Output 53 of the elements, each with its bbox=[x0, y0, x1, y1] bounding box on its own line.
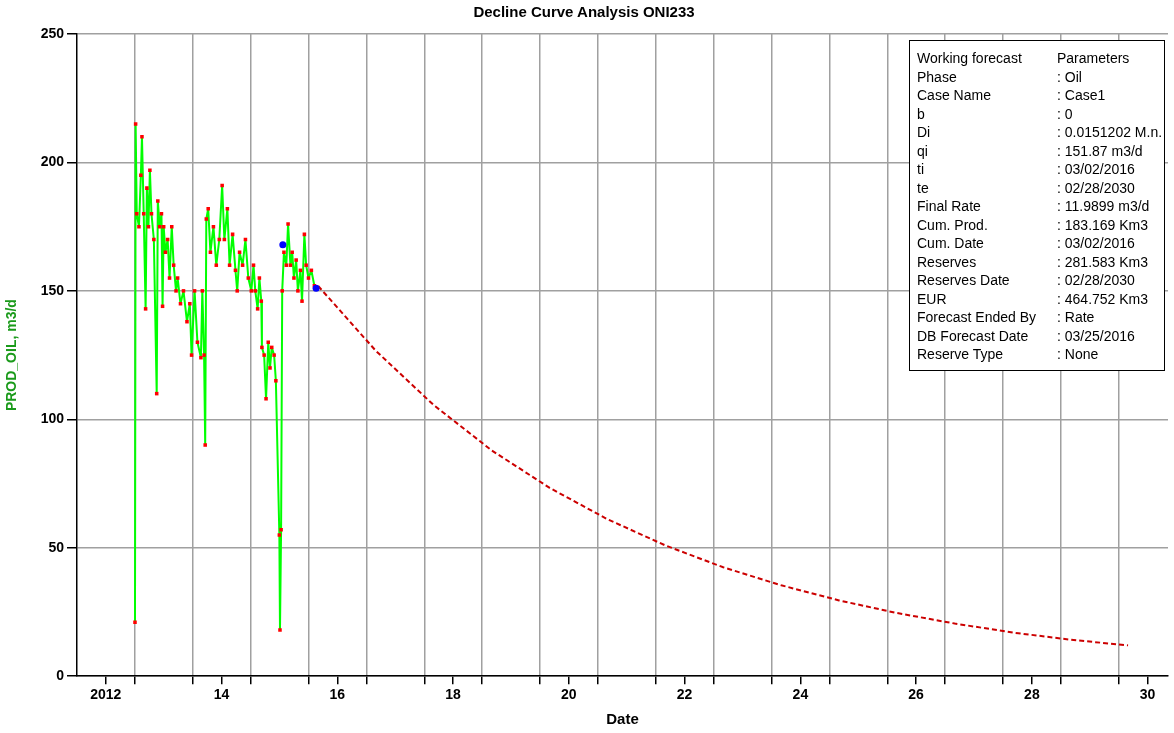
annotation: : Rate bbox=[1057, 308, 1095, 327]
y-tick-label: 250 bbox=[40, 24, 65, 41]
annotation: Di bbox=[917, 123, 932, 142]
annotation: Cum. Prod. bbox=[917, 215, 989, 234]
y-tick-label: 50 bbox=[48, 538, 65, 555]
annotation: DB Forecast Date bbox=[917, 326, 1030, 345]
y-axis-title: PROD_OIL, m3/d bbox=[3, 299, 20, 412]
annotation: : 11.9899 m3/d bbox=[1057, 197, 1150, 216]
y-tick-label: 0 bbox=[56, 667, 65, 684]
chart-title: Decline Curve Analysis ONI233 bbox=[473, 3, 695, 21]
annotation: te bbox=[917, 178, 930, 197]
annotation: : 0 bbox=[1057, 104, 1073, 123]
annotation: : 02/28/2030 bbox=[1057, 178, 1135, 197]
annotation: : 0.0151202 M.n. bbox=[1057, 123, 1163, 142]
annotation: : 151.87 m3/d bbox=[1057, 141, 1143, 160]
annotation: : 281.583 Km3 bbox=[1057, 252, 1149, 271]
annotation: : 183.169 Km3 bbox=[1057, 215, 1149, 234]
annotation: Reserves Date bbox=[917, 271, 1011, 290]
annotation: Forecast Ended By bbox=[917, 308, 1038, 327]
annotation: : 03/02/2016 bbox=[1057, 160, 1135, 179]
x-tick-label: 2012 bbox=[90, 686, 122, 703]
annotation: EUR bbox=[917, 289, 948, 308]
x-axis-title: Date bbox=[606, 710, 639, 728]
x-tick-label: 22 bbox=[676, 686, 693, 703]
annotation: : Oil bbox=[1057, 67, 1082, 86]
annotation: : Case1 bbox=[1057, 86, 1106, 105]
annotation: Cum. Date bbox=[917, 234, 985, 253]
x-tick-label: 28 bbox=[1024, 686, 1040, 703]
annotation: Reserve Type bbox=[917, 345, 1005, 364]
y-tick-label: 100 bbox=[40, 410, 65, 427]
annotation: : 02/28/2030 bbox=[1057, 271, 1135, 290]
annotation: Case Name bbox=[917, 86, 992, 105]
x-tick-label: 16 bbox=[329, 686, 346, 703]
x-tick-label: 24 bbox=[792, 686, 809, 703]
x-tick-label: 30 bbox=[1139, 686, 1156, 703]
annotation: : 03/02/2016 bbox=[1057, 234, 1135, 253]
annotation: qi bbox=[917, 141, 929, 160]
x-tick-label: 14 bbox=[213, 686, 230, 703]
annotation: b bbox=[917, 104, 926, 123]
x-tick-label: 18 bbox=[445, 686, 462, 703]
annotation: : 03/25/2016 bbox=[1057, 326, 1135, 345]
annotation: ti bbox=[917, 160, 925, 179]
y-tick-label: 150 bbox=[40, 281, 65, 298]
y-tick-label: 200 bbox=[40, 153, 65, 170]
annotation: Reserves bbox=[917, 252, 978, 271]
x-tick-label: 26 bbox=[908, 686, 925, 703]
annotation: : None bbox=[1057, 345, 1099, 364]
annotation: Working forecast bbox=[917, 49, 1023, 68]
annotation: : 464.752 Km3 bbox=[1057, 289, 1149, 308]
x-tick-label: 20 bbox=[561, 686, 577, 703]
annotation: Phase bbox=[917, 67, 958, 86]
annotation: Final Rate bbox=[917, 197, 982, 216]
annotation: Parameters bbox=[1057, 49, 1130, 68]
